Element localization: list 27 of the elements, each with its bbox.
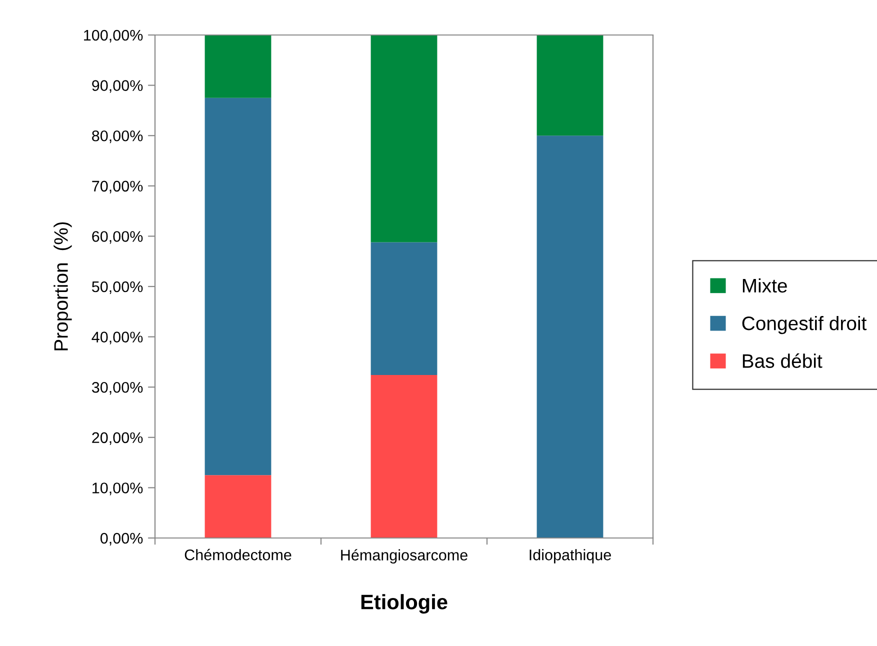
y-tick-label: 90,00% — [92, 80, 143, 93]
y-tick-label: 40,00% — [92, 332, 143, 344]
legend-label: Bas débit — [742, 353, 822, 368]
x-axis-title: Etiologie — [361, 594, 448, 614]
bar — [536, 136, 604, 538]
bar — [204, 98, 272, 476]
y-tick-label: 10,00% — [92, 482, 143, 496]
x-tick-label: Hémangiosarcome — [341, 549, 468, 564]
y-tick-label: 60,00% — [92, 231, 143, 244]
y-tick-label: 80,00% — [92, 130, 143, 144]
bar — [370, 375, 438, 538]
y-tick-label: 100,00% — [84, 30, 143, 42]
bar — [204, 475, 272, 538]
bar — [370, 242, 438, 376]
y-tick-label: 70,00% — [92, 180, 143, 194]
y-axis-title: Proportion (%) — [54, 222, 72, 350]
legend-label: Mixte — [742, 278, 787, 293]
bar — [370, 35, 438, 242]
y-tick-label: 0,00% — [100, 532, 143, 546]
x-tick-label: Idiopathique — [530, 549, 611, 564]
bar — [536, 35, 604, 136]
y-tick-label: 50,00% — [92, 281, 143, 294]
bar — [204, 35, 272, 98]
x-tick-label: Chémodectome — [184, 548, 292, 560]
legend-label: Congestif droit — [742, 316, 867, 334]
y-tick-label: 30,00% — [92, 382, 143, 395]
y-tick-label: 20,00% — [92, 432, 143, 445]
